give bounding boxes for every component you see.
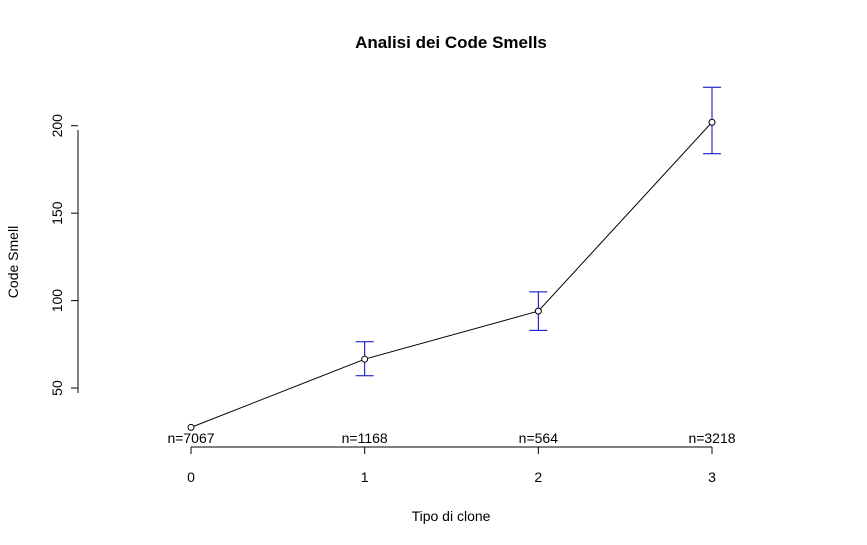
x-tick-label: 2 bbox=[534, 469, 542, 485]
x-tick-label: 1 bbox=[361, 469, 369, 485]
chart-title: Analisi dei Code Smells bbox=[355, 33, 547, 52]
data-point bbox=[187, 423, 195, 431]
y-axis-label: Code Smell bbox=[5, 226, 21, 298]
y-tick-label: 150 bbox=[49, 201, 65, 225]
data-points bbox=[187, 118, 716, 431]
series-line bbox=[190, 121, 713, 428]
y-tick-label: 100 bbox=[49, 289, 65, 313]
n-label: n=3218 bbox=[688, 430, 735, 446]
data-point bbox=[361, 355, 369, 363]
error-bars bbox=[355, 86, 721, 377]
n-label: n=7067 bbox=[167, 430, 214, 446]
y-tick-label: 200 bbox=[49, 114, 65, 138]
x-tick-label: 0 bbox=[187, 469, 195, 485]
data-point bbox=[534, 307, 542, 315]
y-ticks: 50 100 150 200 bbox=[49, 114, 78, 396]
x-tick-label: 3 bbox=[708, 469, 716, 485]
y-tick-label: 50 bbox=[49, 380, 65, 396]
n-label: n=1168 bbox=[342, 430, 388, 446]
data-point bbox=[708, 118, 716, 126]
x-ticks: 0 1 2 3 bbox=[187, 447, 716, 485]
x-axis-label: Tipo di clone bbox=[412, 508, 491, 524]
n-label: n=564 bbox=[519, 430, 559, 446]
sample-size-labels: n=7067 n=1168 n=564 n=3218 bbox=[167, 430, 735, 446]
